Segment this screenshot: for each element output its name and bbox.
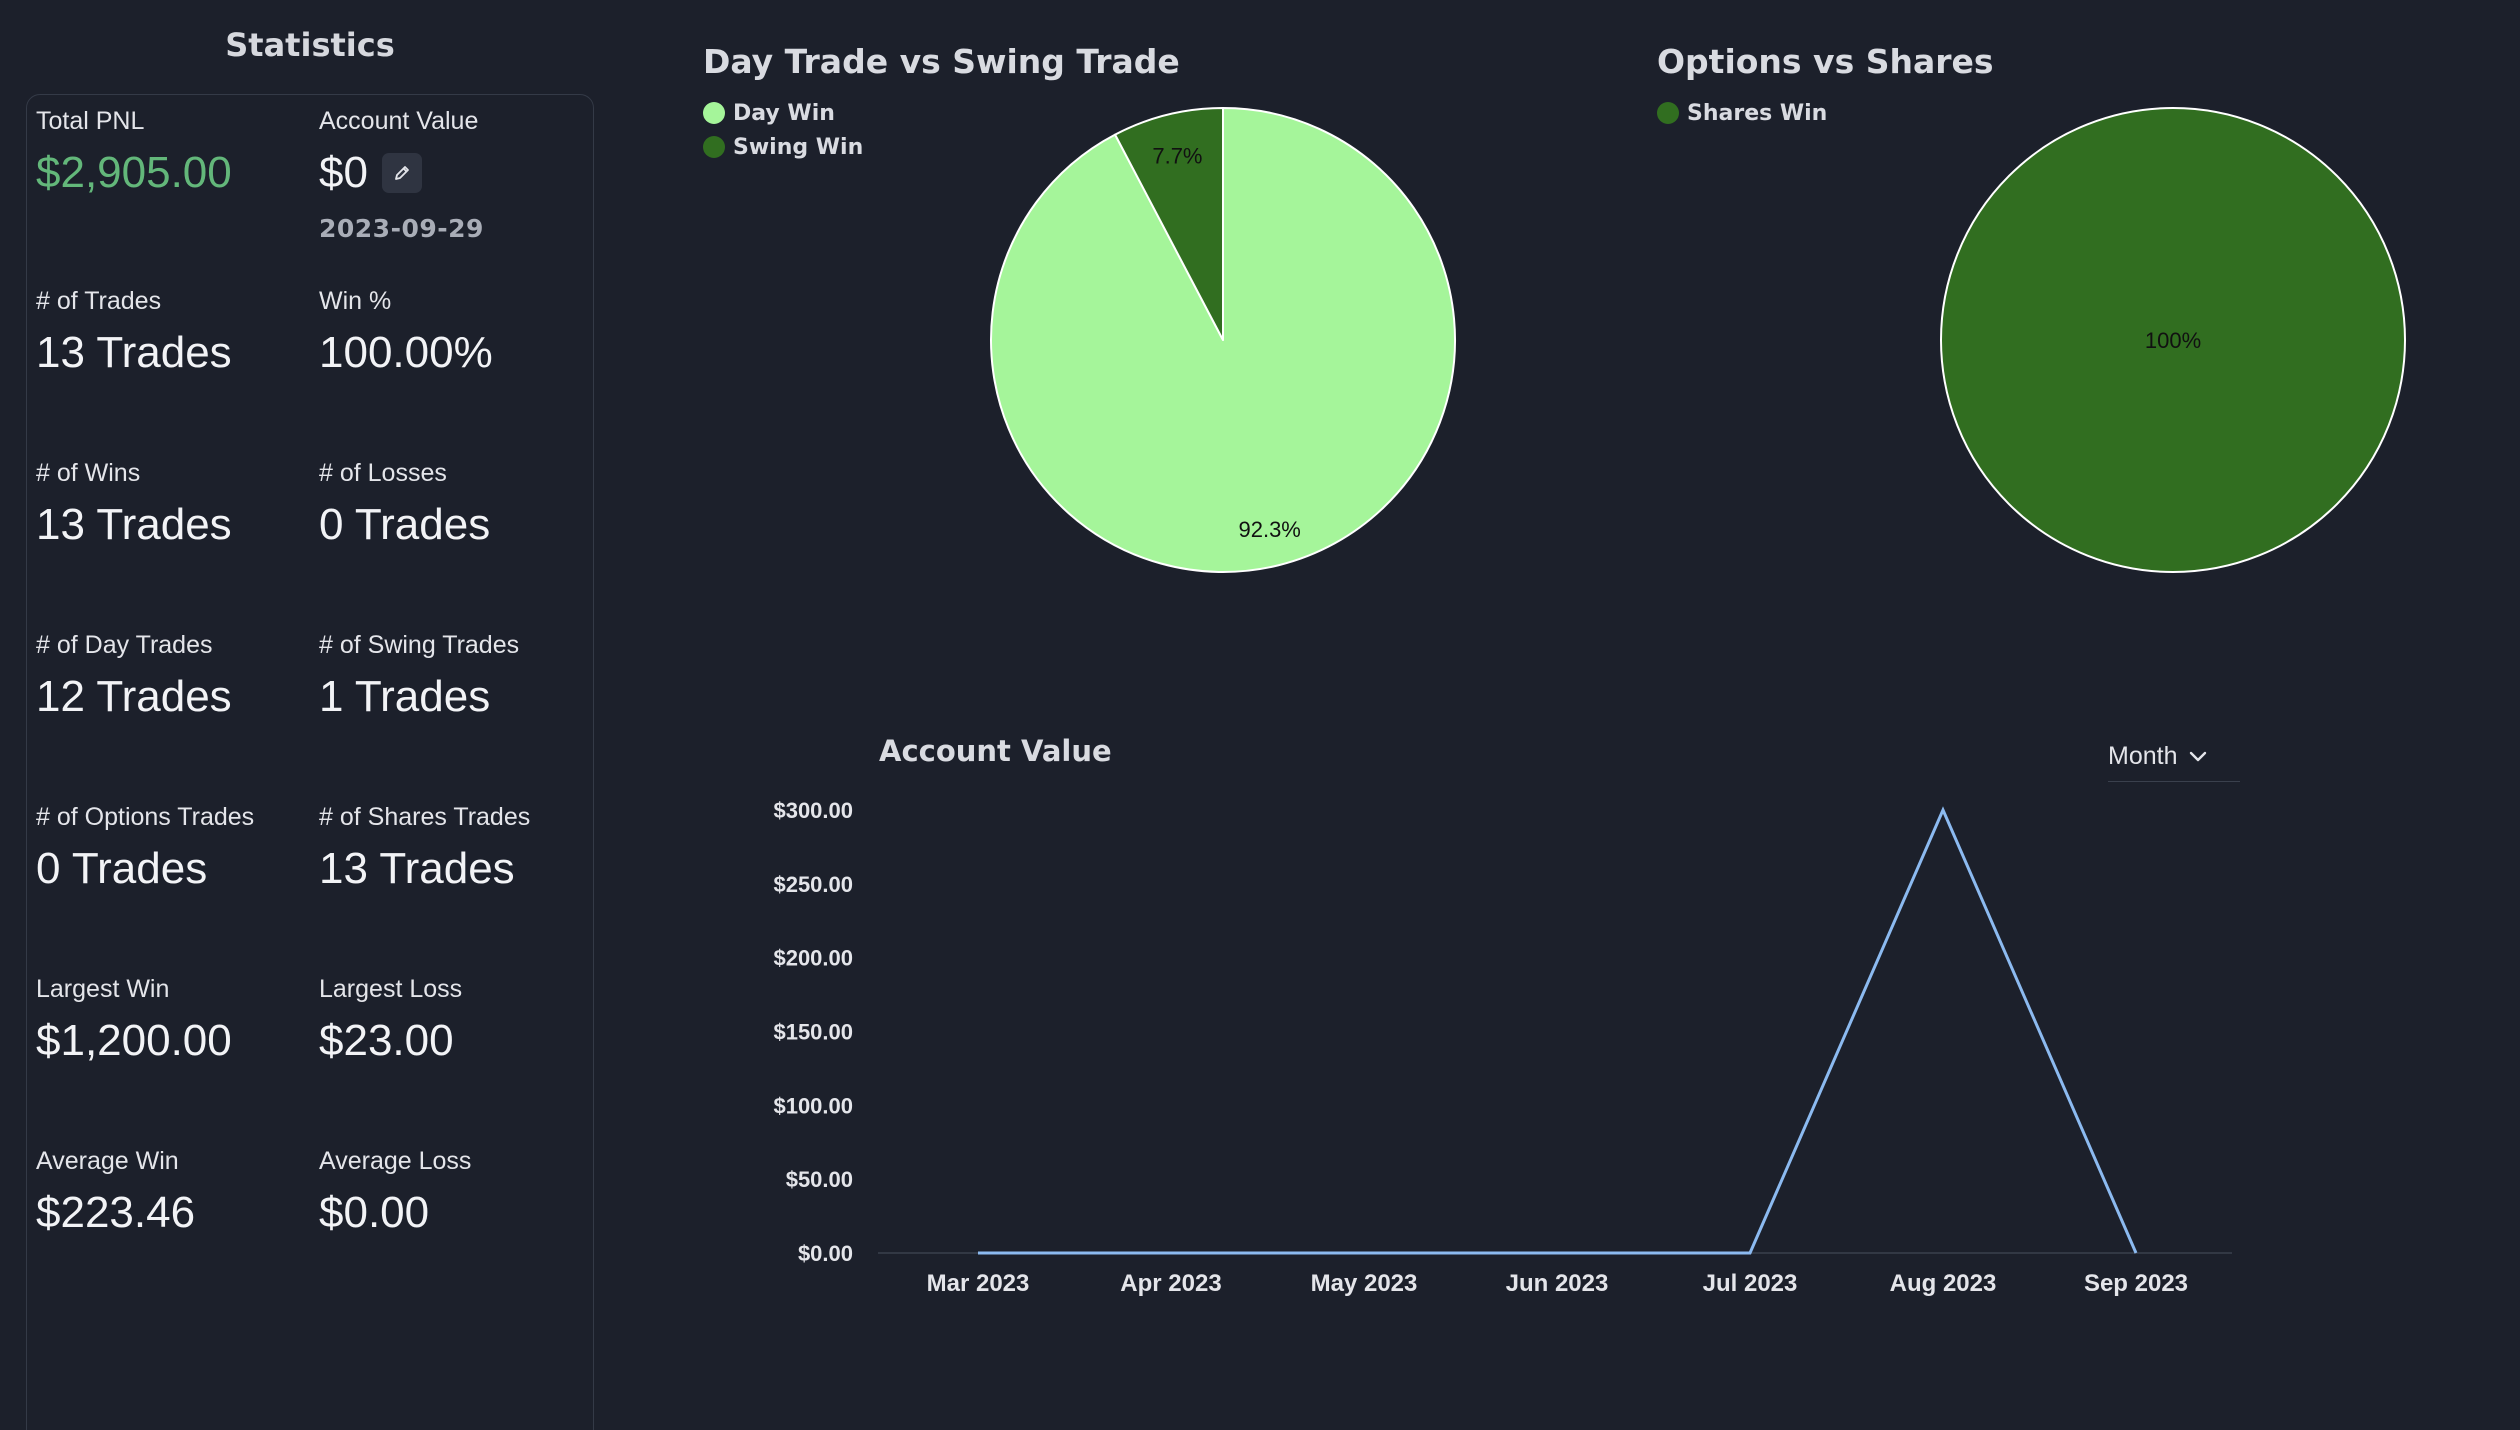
day-swing-slice-label: 7.7%	[1152, 143, 1202, 168]
x-tick-label: Jul 2023	[1703, 1270, 1798, 1297]
stat-value: 0 Trades	[36, 844, 208, 893]
y-tick-label: $0.00	[798, 1241, 853, 1266]
legend-item-swing-win[interactable]: Swing Win	[703, 130, 863, 164]
stat-label: # of Trades	[36, 287, 162, 315]
legend-label: Shares Win	[1687, 100, 1828, 126]
statistics-panel: Total PNL $2,905.00 Account Value $0 202…	[26, 94, 594, 1430]
stat-value: 13 Trades	[36, 328, 232, 377]
account-value-line-chart: $0.00 $50.00 $100.00 $150.00 $200.00 $250.00 $…	[773, 798, 2232, 1297]
stat-label: # of Swing Trades	[319, 631, 520, 659]
legend-swatch	[1657, 102, 1679, 124]
stat-account-value: Account Value $0 2023-09-29	[319, 107, 589, 243]
options-shares-pie-chart: 100%	[1940, 107, 2406, 573]
y-tick-label: $200.00	[773, 946, 853, 971]
stat-value: 1 Trades	[319, 672, 491, 721]
stat-label: Average Win	[36, 1147, 179, 1175]
x-tick-label: Sep 2023	[2084, 1270, 2188, 1297]
x-tick-label: Aug 2023	[1890, 1270, 1997, 1297]
stat-average-win: Average Win $223.46	[36, 1147, 306, 1238]
x-tick-label: Mar 2023	[927, 1270, 1030, 1297]
y-tick-label: $100.00	[773, 1093, 853, 1118]
stat-label: Account Value	[319, 107, 479, 135]
y-tick-label: $50.00	[786, 1167, 853, 1192]
stat-largest-win: Largest Win $1,200.00	[36, 975, 306, 1066]
stat-win-pct: Win % 100.00%	[319, 287, 589, 378]
stat-value: 12 Trades	[36, 672, 232, 721]
options-shares-slice-label: 100%	[2145, 328, 2201, 353]
stat-label: # of Day Trades	[36, 631, 213, 659]
stat-label: Largest Win	[36, 975, 170, 1003]
edit-account-value-button[interactable]	[381, 153, 422, 193]
stat-label: # of Options Trades	[36, 803, 255, 831]
stat-label: Largest Loss	[319, 975, 463, 1003]
period-select[interactable]: Month	[2108, 732, 2240, 782]
x-tick-label: Apr 2023	[1120, 1270, 1221, 1297]
account-value-date: 2023-09-29	[319, 214, 484, 243]
options-shares-slice-0[interactable]	[1940, 107, 2406, 573]
stat-average-loss: Average Loss $0.00	[319, 1147, 589, 1238]
day-swing-slice-1[interactable]	[1114, 107, 1224, 341]
stat-label: # of Shares Trades	[319, 803, 531, 831]
stat-value: 13 Trades	[36, 500, 232, 549]
legend-item-day-win[interactable]: Day Win	[703, 96, 863, 130]
x-tick-label: Jun 2023	[1506, 1270, 1609, 1297]
stat-value: 0 Trades	[319, 500, 491, 549]
stat-label: Average Loss	[319, 1147, 472, 1175]
stat-value: 100.00%	[319, 328, 493, 377]
stat-total-pnl: Total PNL $2,905.00	[36, 107, 306, 198]
day-swing-pie-chart: 92.3% 7.7%	[990, 107, 1456, 573]
stat-losses: # of Losses 0 Trades	[319, 459, 589, 550]
stat-options-trades: # of Options Trades 0 Trades	[36, 803, 306, 894]
legend-item-shares-win[interactable]: Shares Win	[1657, 96, 1827, 130]
pencil-icon	[395, 166, 409, 180]
stat-day-trades: # of Day Trades 12 Trades	[36, 631, 306, 722]
series-line	[978, 806, 2138, 1255]
account-value-chart-title: Account Value	[879, 734, 1112, 768]
stat-value: $0	[319, 148, 368, 197]
stat-value: $1,200.00	[36, 1016, 232, 1065]
options-shares-chart-title: Options vs Shares	[1657, 42, 1994, 81]
stat-value: $2,905.00	[36, 148, 232, 197]
y-tick-label: $250.00	[773, 872, 853, 897]
stat-label: # of Losses	[319, 459, 447, 487]
stat-label: # of Wins	[36, 459, 141, 487]
period-select-value: Month	[2108, 742, 2178, 770]
legend-swatch	[703, 136, 725, 158]
options-shares-legend: Shares Win	[1657, 96, 1827, 130]
account-value-row: $0	[319, 148, 589, 198]
stat-shares-trades: # of Shares Trades 13 Trades	[319, 803, 589, 894]
stat-value: $0.00	[319, 1188, 430, 1237]
legend-label: Swing Win	[733, 134, 864, 160]
y-tick-label: $300.00	[773, 798, 853, 823]
day-swing-chart-title: Day Trade vs Swing Trade	[703, 42, 1180, 81]
stat-trades: # of Trades 13 Trades	[36, 287, 306, 378]
stat-label: Win %	[319, 287, 392, 315]
x-tick-label: May 2023	[1311, 1270, 1418, 1297]
stat-value: $223.46	[36, 1188, 196, 1237]
day-swing-slice-label: 92.3%	[1238, 517, 1300, 542]
stat-largest-loss: Largest Loss $23.00	[319, 975, 589, 1066]
chevron-down-icon	[2190, 751, 2207, 761]
stat-label: Total PNL	[36, 107, 145, 135]
stat-wins: # of Wins 13 Trades	[36, 459, 306, 550]
statistics-title: Statistics	[225, 26, 395, 64]
legend-label: Day Win	[733, 100, 835, 126]
y-tick-label: $150.00	[773, 1020, 853, 1045]
day-swing-legend: Day Win Swing Win	[703, 96, 863, 164]
legend-swatch	[703, 102, 725, 124]
stat-swing-trades: # of Swing Trades 1 Trades	[319, 631, 589, 722]
stat-value: 13 Trades	[319, 844, 515, 893]
stat-value: $23.00	[319, 1016, 454, 1065]
